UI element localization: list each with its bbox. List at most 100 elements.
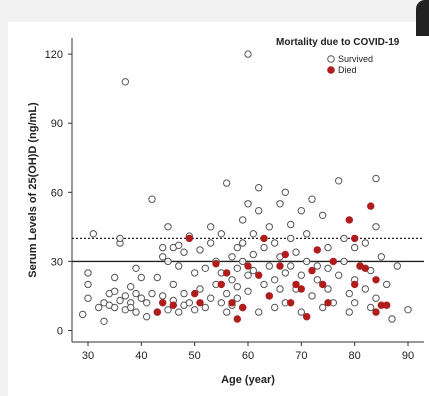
point-survived xyxy=(89,230,98,238)
point-survived xyxy=(185,299,194,307)
point-survived xyxy=(228,253,236,261)
point-survived xyxy=(180,248,188,256)
point-died xyxy=(303,313,311,321)
point-died xyxy=(196,299,204,307)
point-survived xyxy=(393,262,401,270)
point-survived xyxy=(111,287,119,295)
point-died xyxy=(361,264,369,272)
point-survived xyxy=(244,271,252,279)
x-tick-label: 70 xyxy=(295,350,307,362)
point-died xyxy=(297,285,305,293)
point-survived xyxy=(127,283,135,291)
point-survived xyxy=(239,216,247,224)
y-tick-label: 120 xyxy=(45,49,63,61)
point-died xyxy=(228,299,236,307)
point-survived xyxy=(100,317,108,325)
point-died xyxy=(372,276,380,284)
point-survived xyxy=(164,257,172,266)
point-survived xyxy=(233,294,242,302)
point-survived xyxy=(249,266,258,275)
point-survived xyxy=(84,269,92,277)
point-survived xyxy=(148,195,156,203)
point-survived xyxy=(239,257,247,266)
point-died xyxy=(217,280,226,289)
y-axis-label: Serum Levels of 25(OH)D (ng/mL) xyxy=(27,102,39,278)
point-survived xyxy=(297,271,305,279)
point-died xyxy=(223,269,231,277)
point-survived xyxy=(95,303,103,312)
point-survived xyxy=(345,308,353,316)
point-survived xyxy=(345,289,353,298)
point-died xyxy=(324,299,332,307)
reference-lines xyxy=(72,237,424,263)
point-died xyxy=(260,234,268,243)
legend-title: Mortality due to COVID-19 xyxy=(276,37,400,48)
point-survived xyxy=(255,207,263,215)
point-survived xyxy=(260,280,268,289)
point-died xyxy=(308,266,316,275)
point-survived xyxy=(159,292,167,300)
point-survived xyxy=(233,243,242,252)
point-survived xyxy=(143,299,151,307)
point-survived xyxy=(233,264,242,272)
point-died xyxy=(169,301,178,309)
legend: Mortality due to COVID-19 Survived Died xyxy=(276,37,400,75)
point-survived xyxy=(276,200,284,208)
point-survived xyxy=(169,280,178,289)
point-survived xyxy=(196,285,204,293)
point-survived xyxy=(207,223,215,231)
point-survived xyxy=(159,243,167,252)
point-survived xyxy=(351,243,359,252)
point-survived xyxy=(308,292,316,300)
point-survived xyxy=(377,253,385,261)
point-survived xyxy=(127,303,135,312)
point-survived xyxy=(335,271,343,279)
point-died xyxy=(159,299,167,307)
point-survived xyxy=(372,223,380,231)
point-survived xyxy=(79,310,87,319)
point-survived xyxy=(132,264,140,272)
point-survived xyxy=(276,285,284,293)
point-survived xyxy=(175,262,183,270)
point-died xyxy=(191,289,199,298)
point-survived xyxy=(233,283,242,291)
point-died xyxy=(351,280,359,289)
point-survived xyxy=(143,313,151,321)
point-died xyxy=(329,257,337,266)
point-survived xyxy=(223,289,231,298)
point-survived xyxy=(121,292,130,300)
point-died xyxy=(212,260,220,268)
point-survived xyxy=(132,308,140,316)
point-survived xyxy=(340,257,348,266)
point-survived xyxy=(239,239,247,247)
point-died xyxy=(185,234,194,243)
point-survived xyxy=(287,234,295,243)
point-survived xyxy=(281,188,289,197)
point-died xyxy=(233,315,242,323)
point-survived xyxy=(196,246,204,254)
point-died xyxy=(372,308,380,316)
point-survived xyxy=(84,294,92,302)
point-survived xyxy=(255,184,263,192)
point-survived xyxy=(260,243,268,252)
point-survived xyxy=(111,303,119,312)
point-survived xyxy=(324,243,332,252)
point-survived xyxy=(175,241,183,250)
point-survived xyxy=(180,289,188,298)
point-survived xyxy=(244,287,252,295)
point-survived xyxy=(351,299,359,307)
point-survived xyxy=(137,273,146,282)
x-axis-label: Age (year) xyxy=(221,374,275,386)
point-survived xyxy=(111,273,119,282)
data-points xyxy=(79,50,412,325)
point-survived xyxy=(228,276,236,284)
point-survived xyxy=(244,50,252,58)
point-survived xyxy=(223,308,231,316)
point-died xyxy=(281,250,289,259)
point-died xyxy=(244,262,252,270)
point-survived xyxy=(137,294,146,302)
point-survived xyxy=(201,303,210,312)
point-survived xyxy=(132,289,140,298)
x-tick-label: 50 xyxy=(189,350,201,362)
point-survived xyxy=(116,296,124,305)
